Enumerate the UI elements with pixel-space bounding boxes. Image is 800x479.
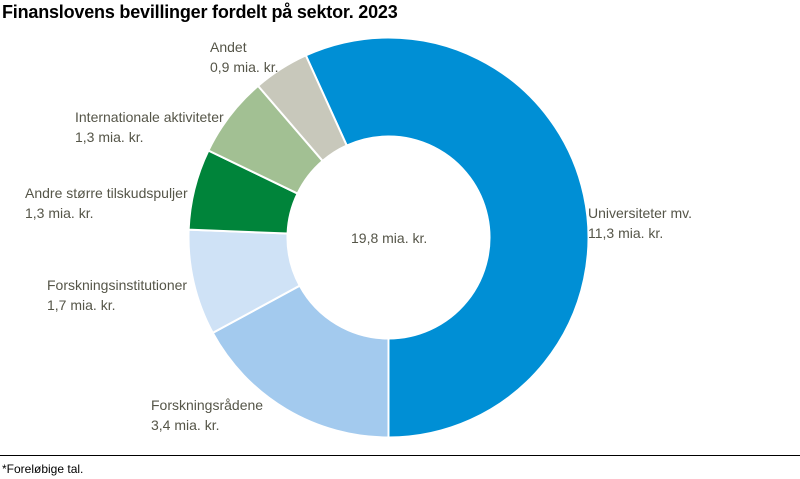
footnote: *Foreløbige tal. <box>2 462 84 476</box>
label-andet: Andet 0,9 mia. kr. <box>210 39 279 75</box>
donut-slice-5 <box>256 54 349 163</box>
chart-title: Finanslovens bevillinger fordelt på sekt… <box>2 2 398 22</box>
label-universiteter: Universiteter mv. 11,3 mia. kr. <box>588 205 692 241</box>
center-total-label: 19,8 mia. kr. <box>351 230 428 246</box>
label-andre-tilskudspuljer: Andre større tilskudspuljer 1,3 mia. kr. <box>25 185 188 221</box>
label-forskningsraadene: Forskningsrådene 3,4 mia. kr. <box>151 397 264 433</box>
donut-slice-1 <box>211 284 390 439</box>
label-forskningsinstitutioner: Forskningsinstitutioner 1,7 mia. kr. <box>47 277 188 313</box>
footer-divider <box>0 455 800 456</box>
label-internationale: Internationale aktiviteter 1,3 mia. kr. <box>75 109 224 145</box>
donut-slice-0 <box>304 36 590 439</box>
